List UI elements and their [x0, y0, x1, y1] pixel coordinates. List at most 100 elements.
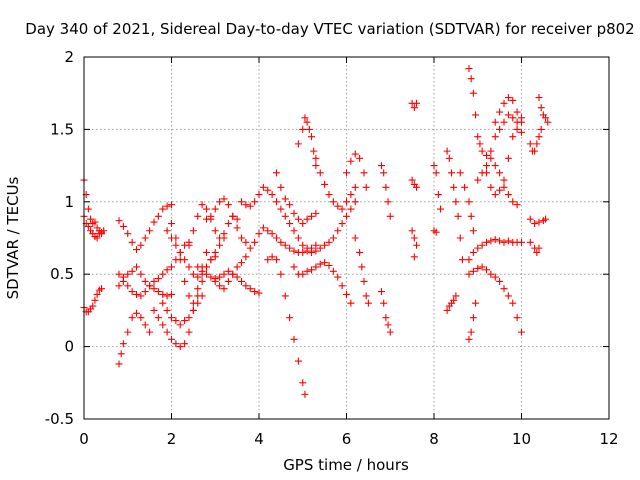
data-point-plus — [133, 309, 140, 317]
data-point-plus — [334, 273, 342, 281]
data-point-plus — [124, 230, 132, 238]
chart-title: Day 340 of 2021, Sidereal Day-to-day VTE… — [25, 20, 634, 38]
data-point-plus — [478, 263, 486, 271]
data-point-plus — [194, 285, 202, 293]
data-point-plus — [172, 340, 180, 348]
data-point-plus — [513, 201, 521, 209]
data-point-plus — [303, 267, 311, 275]
data-point-plus — [321, 180, 329, 188]
data-point-plus — [189, 270, 197, 278]
data-point-plus — [509, 96, 517, 104]
series-arc-38 — [483, 125, 525, 199]
data-point-plus — [476, 140, 484, 148]
data-point-plus — [474, 176, 482, 184]
data-point-plus — [325, 191, 333, 199]
data-point-plus — [259, 224, 267, 232]
series-arc-20 — [290, 259, 355, 307]
data-point-plus — [472, 111, 480, 119]
data-point-plus — [246, 244, 254, 252]
data-point-plus — [380, 299, 388, 307]
data-point-plus — [386, 328, 394, 336]
series-arc-30 — [430, 162, 445, 213]
data-point-plus — [465, 65, 473, 73]
data-point-plus — [198, 277, 206, 285]
data-point-plus — [154, 288, 162, 296]
data-point-plus — [273, 256, 280, 264]
data-point-plus — [362, 183, 370, 191]
data-point-plus — [308, 266, 315, 274]
data-point-plus — [246, 285, 254, 293]
data-point-plus — [133, 246, 140, 254]
data-point-plus — [448, 169, 455, 177]
data-point-plus — [163, 292, 171, 300]
data-point-plus — [467, 212, 475, 220]
data-point-plus — [133, 263, 140, 271]
grid — [84, 57, 609, 419]
data-point-plus — [504, 191, 512, 199]
data-point-plus — [334, 227, 342, 235]
data-point-plus — [537, 125, 545, 133]
data-point-plus — [299, 241, 307, 249]
data-point-plus — [290, 247, 298, 255]
data-point-plus — [224, 277, 232, 285]
data-point-plus — [277, 270, 285, 278]
data-point-plus — [89, 302, 97, 310]
data-point-plus — [518, 114, 525, 122]
data-point-plus — [491, 235, 499, 243]
data-point-plus — [535, 133, 543, 141]
data-point-plus — [233, 263, 241, 271]
data-point-plus — [233, 215, 241, 223]
series-arc-28 — [408, 227, 420, 261]
data-point-plus — [220, 270, 228, 278]
data-point-plus — [356, 248, 364, 256]
series-arc-7 — [115, 263, 175, 300]
data-point-plus — [469, 267, 477, 275]
data-point-plus — [163, 202, 171, 210]
data-point-plus — [172, 241, 180, 249]
data-point-plus — [456, 169, 464, 177]
data-point-plus — [264, 256, 272, 264]
data-point-plus — [430, 162, 438, 170]
data-point-plus — [87, 215, 95, 223]
data-point-plus — [443, 306, 451, 314]
data-point-plus — [146, 282, 154, 290]
data-point-plus — [251, 238, 259, 246]
data-point-plus — [277, 205, 285, 213]
data-point-plus — [281, 241, 289, 249]
data-point-plus — [172, 234, 180, 242]
series-arc-29 — [408, 176, 420, 191]
data-point-plus — [509, 114, 517, 122]
series-arc-1 — [80, 176, 108, 238]
data-point-plus — [242, 238, 250, 246]
data-point-plus — [119, 273, 127, 281]
data-point-plus — [347, 205, 355, 213]
data-point-plus — [491, 118, 499, 126]
data-point-plus — [443, 147, 451, 155]
data-point-plus — [312, 162, 320, 170]
data-point-plus — [410, 104, 418, 112]
data-point-plus — [176, 248, 184, 256]
data-point-plus — [312, 209, 320, 217]
data-point-plus — [432, 169, 440, 177]
data-point-plus — [216, 198, 224, 206]
data-point-plus — [224, 201, 232, 209]
data-point-plus — [321, 259, 329, 267]
data-point-plus — [115, 360, 123, 368]
y-tick-label: 1.5 — [50, 120, 74, 138]
data-point-plus — [343, 169, 350, 177]
data-point-plus — [84, 222, 92, 230]
data-point-plus — [91, 296, 99, 304]
data-point-plus — [432, 228, 440, 236]
series-arc-8 — [150, 248, 210, 351]
data-point-plus — [277, 238, 285, 246]
data-point-plus — [159, 270, 167, 278]
data-point-plus — [500, 176, 508, 184]
data-point-plus — [255, 289, 263, 297]
data-point-plus — [128, 238, 136, 246]
data-point-plus — [185, 241, 193, 249]
data-point-plus — [356, 154, 364, 162]
data-point-plus — [185, 328, 193, 336]
data-point-plus — [513, 125, 521, 133]
data-point-plus — [119, 222, 127, 230]
data-point-plus — [141, 288, 149, 296]
